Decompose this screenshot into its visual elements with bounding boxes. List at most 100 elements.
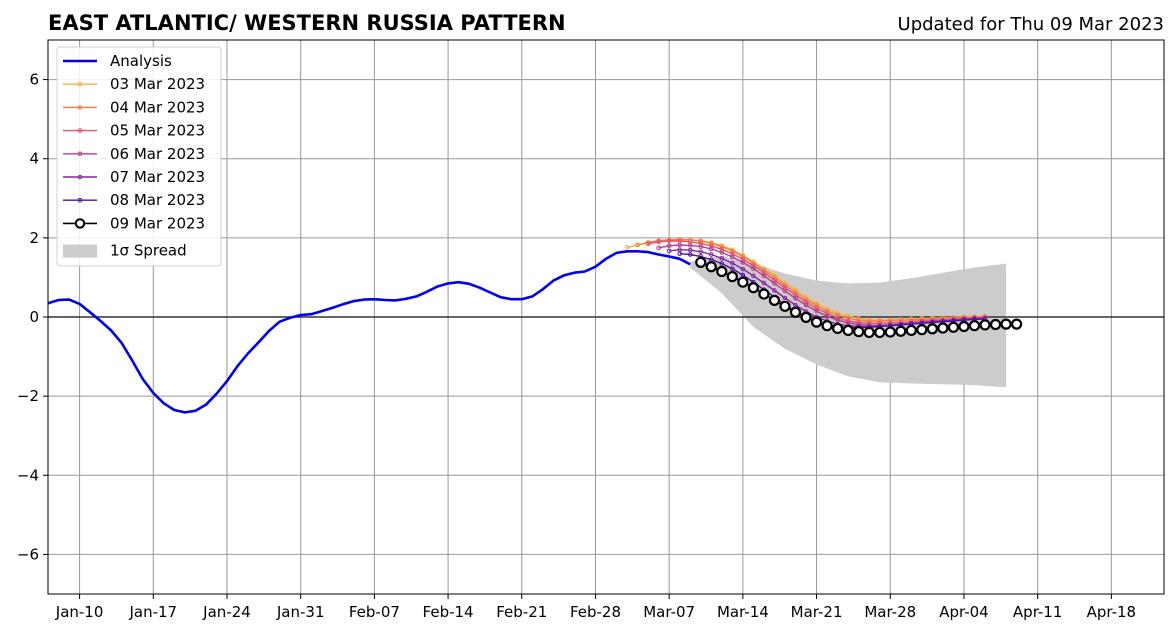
forecast-point (737, 276, 749, 288)
y-tick-label: −2 (17, 387, 39, 405)
x-tick-label: Jan-17 (128, 603, 177, 621)
forecast-point (937, 322, 949, 334)
x-tick-label: Jan-10 (55, 603, 104, 621)
y-tick-label: 0 (29, 308, 39, 326)
forecast-point (656, 245, 661, 251)
legend-marker (77, 105, 83, 110)
forecast-point (730, 248, 735, 254)
forecast-point (845, 320, 851, 326)
legend-item: 03 Mar 2023 (63, 75, 205, 93)
forecast-point (705, 261, 717, 273)
forecast-point (751, 266, 756, 272)
forecast-point (989, 318, 1002, 331)
forecast-point (624, 245, 630, 250)
x-tick-label: Mar-07 (643, 603, 695, 621)
axes: −6 −4 −2 0 2 4 6 Jan-10 Jan-17 Jan-24 Jan-31 Feb-07… (17, 39, 1165, 621)
legend-box (56, 46, 222, 267)
x-tick-label: Apr-11 (1013, 603, 1063, 621)
forecast-point (645, 241, 651, 247)
legend: Analysis 03 Mar 2023 04 Mar 2023 05 Mar 202… (56, 46, 222, 267)
forecast-point (968, 320, 981, 332)
legend-label: 03 Mar 2023 (110, 75, 205, 93)
forecast-point (730, 260, 735, 266)
forecast-point (677, 251, 682, 256)
x-tick-label: Jan-24 (202, 603, 251, 621)
forecast-point (719, 244, 725, 249)
forecast-series (645, 238, 988, 326)
forecast-point (687, 252, 693, 257)
forecast-point (656, 239, 661, 245)
legend-item: 04 Mar 2023 (63, 98, 205, 116)
legend-label: 08 Mar 2023 (110, 191, 205, 209)
forecast-point (905, 324, 917, 337)
forecast-point (845, 315, 851, 321)
legend-label: 1σ Spread (110, 242, 187, 260)
legend-label: 07 Mar 2023 (110, 168, 205, 186)
forecast-point (747, 282, 759, 294)
forecast-point (740, 260, 746, 265)
x-tick-label: Mar-28 (864, 603, 916, 621)
forecast-point (789, 306, 802, 318)
forecast-point (751, 273, 756, 279)
forecast-point (740, 266, 746, 272)
legend-marker (77, 128, 83, 133)
forecast-point (716, 265, 728, 278)
legend-item: Analysis (63, 52, 172, 70)
forecast-point (719, 250, 725, 255)
forecast-point (677, 242, 682, 248)
legend-marker (77, 151, 83, 157)
forecast-point (708, 252, 714, 257)
forecast-point (695, 256, 707, 268)
forecast-point (814, 303, 819, 308)
forecast-point (810, 316, 823, 328)
forecast-line (637, 238, 986, 322)
forecast-point (698, 249, 704, 255)
legend-label: Analysis (110, 52, 172, 70)
y-tick-label: 4 (29, 150, 39, 168)
forecast-point (853, 326, 865, 338)
forecast-point (916, 324, 928, 336)
x-tick-label: Feb-07 (349, 603, 400, 621)
legend-item: 08 Mar 2023 (63, 191, 205, 209)
y-tick-label: −4 (17, 466, 39, 484)
forecast-point (687, 247, 693, 253)
x-tick-label: Jan-31 (276, 603, 325, 621)
forecast-point (740, 254, 746, 259)
forecast-point (758, 288, 770, 300)
x-tick-label: Mar-21 (791, 603, 843, 621)
x-tick-label: Apr-04 (939, 603, 989, 621)
x-tick-label: Feb-28 (570, 603, 621, 621)
forecast-point (719, 256, 725, 261)
forecast-point (835, 312, 840, 318)
forecast-point (772, 281, 777, 286)
legend-item: 06 Mar 2023 (63, 145, 205, 163)
forecast-point (814, 308, 819, 314)
forecast-point (895, 325, 907, 337)
forecast-point (698, 244, 704, 249)
y-tick-label: 2 (29, 229, 39, 247)
x-tick-label: Apr-18 (1087, 603, 1137, 621)
legend-marker (77, 174, 83, 180)
forecast-point (779, 300, 791, 312)
forecast-point (635, 242, 640, 248)
legend-label: 04 Mar 2023 (110, 98, 205, 116)
forecast-point (884, 326, 896, 338)
forecast-point (947, 321, 960, 333)
forecast-point (874, 326, 886, 339)
chart-title: EAST ATLANTIC/ WESTERN RUSSIA PATTERN (48, 11, 566, 35)
legend-item: 1σ Spread (63, 242, 187, 260)
forecast-point (666, 243, 672, 249)
forecast-line (647, 240, 986, 324)
forecast-point (958, 320, 970, 333)
forecast-point (719, 261, 725, 266)
y-tick-label: −6 (17, 545, 39, 563)
forecast-point (821, 320, 833, 332)
forecast-point (772, 288, 777, 293)
legend-marker (77, 197, 83, 203)
forecast-point (726, 271, 738, 283)
forecast-point (666, 248, 672, 254)
forecast-point (1000, 318, 1012, 330)
forecast-point (782, 288, 788, 294)
legend-marker (77, 81, 83, 87)
